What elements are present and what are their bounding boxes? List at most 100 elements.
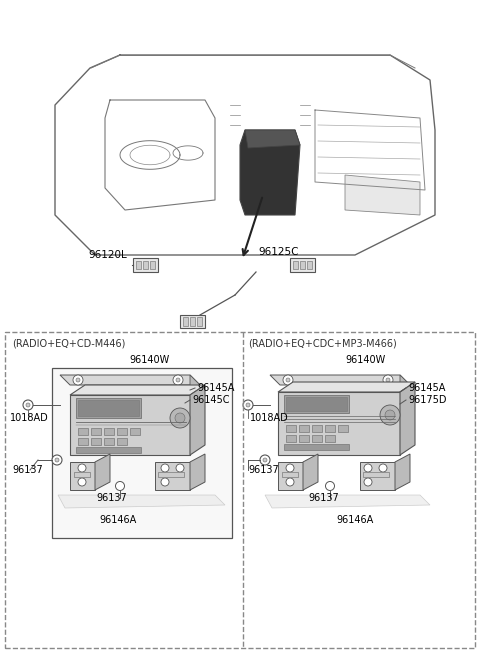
- Circle shape: [383, 375, 393, 385]
- Bar: [299, 435, 309, 442]
- Polygon shape: [270, 375, 410, 385]
- Text: 96175D: 96175D: [408, 395, 446, 405]
- Polygon shape: [345, 175, 420, 215]
- Bar: [284, 395, 349, 413]
- Circle shape: [380, 405, 400, 425]
- Bar: [117, 438, 127, 445]
- Circle shape: [286, 464, 294, 472]
- Circle shape: [379, 464, 387, 472]
- Polygon shape: [190, 375, 200, 395]
- Bar: [117, 428, 127, 435]
- Polygon shape: [60, 375, 200, 385]
- Circle shape: [26, 403, 30, 407]
- Polygon shape: [70, 395, 190, 455]
- Polygon shape: [190, 385, 205, 455]
- Bar: [104, 428, 114, 435]
- Bar: [136, 261, 141, 269]
- Polygon shape: [278, 392, 400, 455]
- Circle shape: [325, 482, 335, 491]
- Text: 96137: 96137: [308, 493, 339, 503]
- Text: 96146A: 96146A: [336, 515, 373, 525]
- Bar: [130, 428, 140, 435]
- Polygon shape: [95, 454, 110, 490]
- Polygon shape: [58, 495, 225, 508]
- Bar: [183, 317, 188, 326]
- Bar: [78, 400, 139, 416]
- Bar: [290, 258, 315, 272]
- Bar: [190, 317, 195, 326]
- Bar: [282, 472, 298, 477]
- Circle shape: [385, 410, 395, 420]
- Circle shape: [176, 378, 180, 382]
- Polygon shape: [190, 454, 205, 490]
- Circle shape: [161, 478, 169, 486]
- Bar: [197, 317, 202, 326]
- Circle shape: [243, 400, 253, 410]
- Bar: [284, 444, 349, 450]
- Circle shape: [161, 464, 169, 472]
- Bar: [104, 438, 114, 445]
- Circle shape: [286, 478, 294, 486]
- Circle shape: [263, 458, 267, 462]
- Bar: [78, 438, 88, 445]
- Circle shape: [175, 413, 185, 423]
- Polygon shape: [245, 130, 300, 148]
- Bar: [180, 315, 205, 328]
- Bar: [91, 438, 101, 445]
- Text: 96145A: 96145A: [197, 383, 234, 393]
- Circle shape: [176, 464, 184, 472]
- Polygon shape: [303, 454, 318, 490]
- Polygon shape: [70, 385, 205, 395]
- Bar: [312, 435, 322, 442]
- Bar: [299, 425, 309, 432]
- Bar: [52, 368, 232, 538]
- Circle shape: [386, 378, 390, 382]
- Bar: [300, 261, 305, 269]
- Polygon shape: [395, 454, 410, 490]
- Circle shape: [173, 375, 183, 385]
- Text: 96137: 96137: [96, 493, 127, 503]
- Bar: [286, 397, 347, 411]
- Circle shape: [78, 478, 86, 486]
- Bar: [5, 332, 475, 648]
- Text: 96140W: 96140W: [345, 355, 385, 365]
- Bar: [158, 472, 184, 477]
- Text: 96120L: 96120L: [88, 250, 127, 260]
- Text: 96137: 96137: [12, 465, 43, 475]
- Bar: [363, 472, 389, 477]
- Bar: [286, 425, 296, 432]
- Text: 96145C: 96145C: [192, 395, 229, 405]
- Bar: [293, 261, 298, 269]
- Circle shape: [116, 482, 124, 491]
- Text: 96125C: 96125C: [258, 247, 299, 257]
- Bar: [78, 428, 88, 435]
- Circle shape: [23, 400, 33, 410]
- Bar: [338, 425, 348, 432]
- Text: 96145A: 96145A: [408, 383, 445, 393]
- Bar: [325, 425, 335, 432]
- Text: 96146A: 96146A: [99, 515, 137, 525]
- Text: 1018AD: 1018AD: [250, 413, 289, 423]
- Circle shape: [52, 455, 62, 465]
- Text: (RADIO+EQ+CD-M446): (RADIO+EQ+CD-M446): [12, 338, 125, 348]
- Circle shape: [246, 403, 250, 407]
- Circle shape: [170, 408, 190, 428]
- Bar: [286, 435, 296, 442]
- Circle shape: [55, 458, 59, 462]
- Text: 1018AD: 1018AD: [10, 413, 49, 423]
- Circle shape: [286, 378, 290, 382]
- Bar: [133, 258, 158, 272]
- Polygon shape: [240, 130, 300, 215]
- Bar: [91, 428, 101, 435]
- Circle shape: [364, 478, 372, 486]
- Bar: [76, 398, 141, 418]
- Text: (RADIO+EQ+CDC+MP3-M466): (RADIO+EQ+CDC+MP3-M466): [248, 338, 397, 348]
- Polygon shape: [360, 462, 395, 490]
- Bar: [74, 472, 90, 477]
- Circle shape: [73, 375, 83, 385]
- Circle shape: [76, 378, 80, 382]
- Bar: [325, 435, 335, 442]
- Polygon shape: [265, 495, 430, 508]
- Polygon shape: [278, 462, 303, 490]
- Bar: [312, 425, 322, 432]
